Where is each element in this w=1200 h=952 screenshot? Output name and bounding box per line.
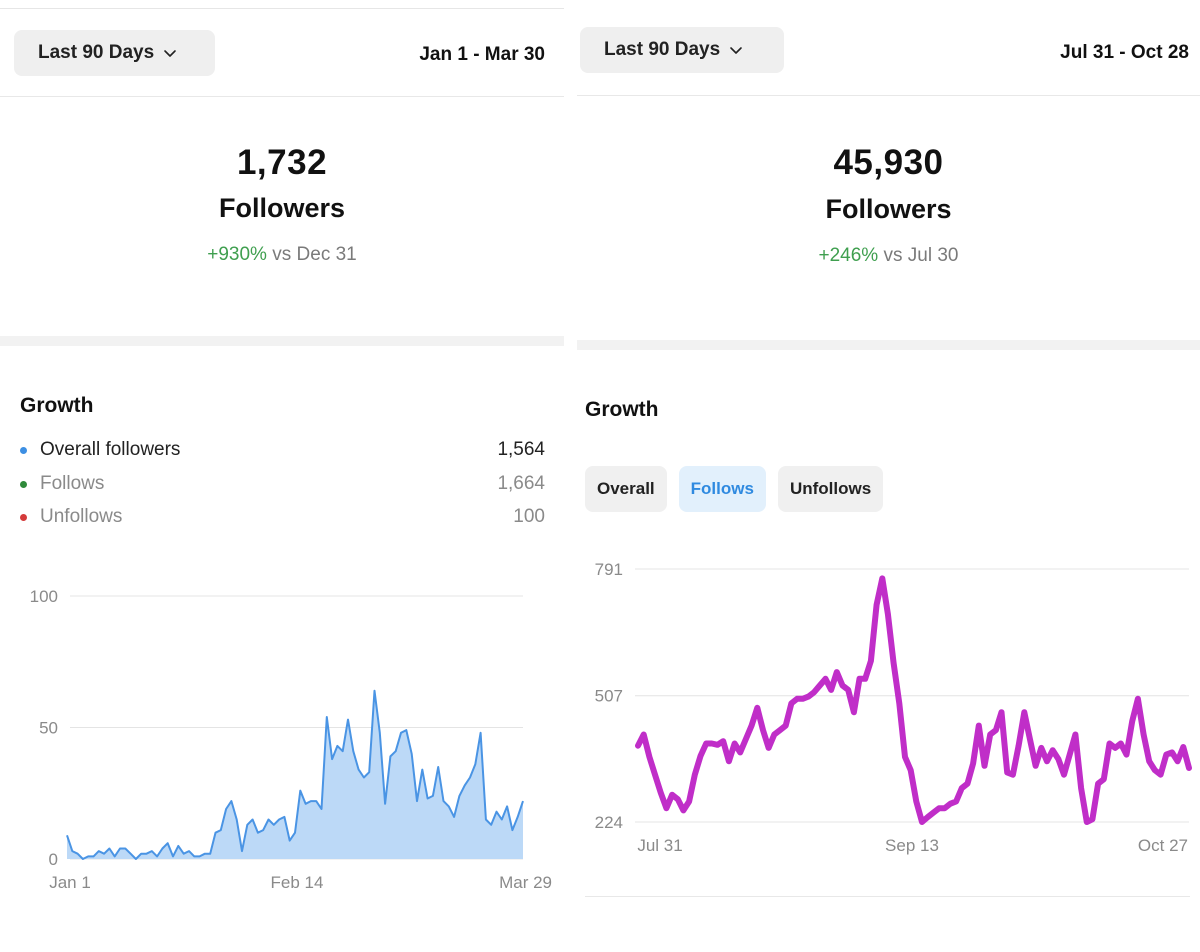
x-tick-label: Mar 29 bbox=[499, 873, 552, 892]
date-range-text: Jan 1 - Mar 30 bbox=[419, 44, 545, 65]
growth-area-chart: 0 50 100 Jan 1 Feb 14 Mar 29 bbox=[30, 587, 552, 892]
y-tick-label: 100 bbox=[30, 587, 58, 606]
followers-delta: +246% vs Jul 30 bbox=[577, 245, 1200, 267]
date-range-text: Jul 31 - Oct 28 bbox=[1060, 42, 1189, 63]
y-tick-label: 507 bbox=[595, 687, 623, 706]
date-range-dropdown[interactable]: Last 90 Days bbox=[580, 27, 784, 73]
x-tick-label: Feb 14 bbox=[271, 873, 324, 892]
chevron-down-icon bbox=[730, 47, 742, 54]
growth-title: Growth bbox=[585, 398, 659, 421]
legend-overall-followers: Overall followers 1,564 bbox=[20, 438, 545, 462]
y-tick-label: 224 bbox=[595, 813, 623, 832]
followers-label: Followers bbox=[218, 193, 346, 223]
chevron-down-icon bbox=[164, 50, 176, 57]
growth-tabs: Overall Follows Unfollows bbox=[585, 466, 884, 512]
series-area bbox=[67, 690, 523, 859]
followers-count: 1,732 bbox=[236, 143, 328, 182]
top-divider bbox=[0, 8, 564, 9]
header-divider bbox=[0, 96, 564, 97]
right-panel: Last 90 Days Jul 31 - Oct 28 45,930 Foll… bbox=[577, 0, 1200, 952]
y-tick-label: 791 bbox=[595, 560, 623, 579]
tab-follows[interactable]: Follows bbox=[678, 466, 766, 512]
date-range-dropdown-label: Last 90 Days bbox=[604, 39, 721, 60]
y-tick-label: 0 bbox=[49, 850, 58, 869]
panel-gutter bbox=[564, 0, 577, 952]
delta-percent: +930% bbox=[207, 244, 267, 265]
legend-label: Follows bbox=[40, 473, 105, 494]
x-tick-label: Jan 1 bbox=[49, 873, 91, 892]
legend-unfollows: Unfollows 100 bbox=[20, 505, 545, 529]
legend-label: Overall followers bbox=[40, 439, 181, 460]
legend-value: 1,664 bbox=[497, 473, 545, 494]
legend-dot bbox=[20, 446, 27, 454]
legend-label: Unfollows bbox=[40, 506, 123, 527]
x-tick-label: Oct 27 bbox=[1138, 836, 1188, 855]
delta-percent: +246% bbox=[818, 245, 879, 266]
y-tick-label: 50 bbox=[39, 719, 58, 738]
header-divider bbox=[577, 95, 1200, 96]
delta-comparison: vs Dec 31 bbox=[272, 244, 357, 265]
followers-count: 45,930 bbox=[833, 143, 944, 182]
x-tick-label: Sep 13 bbox=[885, 836, 939, 855]
date-range-dropdown[interactable]: Last 90 Days bbox=[14, 30, 215, 76]
chart-bottom-divider bbox=[585, 896, 1190, 897]
legend-dot bbox=[20, 513, 27, 521]
date-range-dropdown-label: Last 90 Days bbox=[38, 42, 155, 63]
follows-line-chart: 224 507 791 Jul 31 Sep 13 Oct 27 bbox=[595, 560, 1192, 855]
section-separator bbox=[577, 340, 1200, 350]
legend-dot bbox=[20, 480, 27, 488]
series-line bbox=[635, 575, 1192, 825]
legend-follows: Follows 1,664 bbox=[20, 472, 545, 496]
section-separator bbox=[0, 336, 564, 346]
left-panel: Last 90 Days Jan 1 - Mar 30 1,732 Follow… bbox=[0, 0, 564, 952]
growth-title: Growth bbox=[20, 394, 94, 417]
legend-value: 100 bbox=[513, 506, 545, 527]
followers-label: Followers bbox=[825, 194, 952, 224]
legend-value: 1,564 bbox=[497, 439, 545, 460]
delta-comparison: vs Jul 30 bbox=[883, 245, 959, 266]
tab-overall[interactable]: Overall bbox=[585, 466, 667, 512]
tab-unfollows[interactable]: Unfollows bbox=[777, 466, 884, 512]
x-tick-label: Jul 31 bbox=[637, 836, 682, 855]
followers-delta: +930% vs Dec 31 bbox=[0, 244, 564, 266]
series-line bbox=[66, 689, 524, 860]
